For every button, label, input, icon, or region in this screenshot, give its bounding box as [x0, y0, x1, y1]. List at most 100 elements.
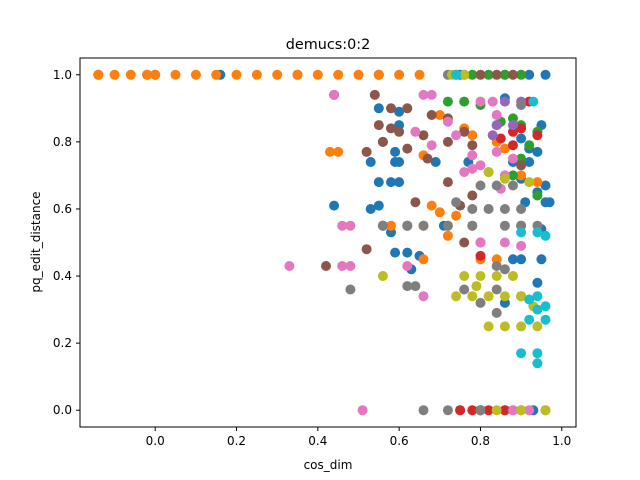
y-tick-label: 1.0: [53, 68, 72, 82]
data-point: [516, 69, 527, 80]
data-point: [491, 180, 502, 191]
data-point: [516, 291, 527, 302]
data-point: [483, 204, 494, 214]
data-point: [345, 284, 356, 295]
data-point: [442, 96, 453, 107]
data-point: [451, 210, 462, 221]
data-point: [540, 405, 551, 416]
data-point: [459, 69, 470, 80]
data-point: [442, 136, 453, 147]
data-point: [524, 177, 535, 188]
data-point: [337, 261, 348, 271]
data-point: [487, 96, 498, 107]
data-point: [508, 180, 518, 191]
data-point: [321, 261, 331, 271]
data-point: [467, 163, 478, 174]
data-points: [93, 69, 555, 416]
data-point: [540, 230, 551, 241]
data-point: [528, 96, 539, 107]
data-point: [508, 405, 518, 416]
data-point: [532, 277, 543, 288]
data-point: [410, 197, 421, 208]
data-point: [190, 69, 201, 80]
data-point: [402, 220, 413, 231]
data-point: [125, 69, 136, 80]
data-point: [386, 123, 396, 134]
data-point: [524, 314, 535, 325]
data-point: [150, 69, 161, 80]
data-point: [516, 100, 527, 110]
data-point: [499, 204, 510, 214]
data-point: [402, 103, 413, 114]
data-point: [414, 69, 425, 80]
data-point: [251, 69, 262, 80]
y-tick-label: 0.2: [53, 336, 72, 350]
data-point: [475, 69, 486, 80]
data-point: [418, 130, 429, 141]
data-point: [491, 405, 502, 416]
data-point: [426, 140, 437, 151]
data-point: [422, 153, 433, 164]
data-point: [467, 405, 478, 416]
data-point: [532, 146, 543, 157]
data-point: [499, 173, 510, 184]
data-point: [491, 307, 502, 318]
data-point: [170, 69, 181, 80]
data-point: [524, 294, 535, 305]
data-point: [467, 130, 478, 141]
data-point: [430, 157, 441, 167]
data-point: [418, 254, 429, 265]
data-point: [312, 69, 323, 80]
data-point: [483, 321, 494, 332]
data-point: [508, 170, 518, 181]
series-6: [284, 89, 535, 416]
data-point: [516, 240, 527, 251]
data-point: [499, 237, 510, 248]
data-point: [394, 126, 405, 137]
data-point: [377, 136, 388, 147]
data-point: [475, 96, 486, 107]
data-point: [365, 204, 376, 214]
x-tick-label: 0.8: [471, 434, 490, 448]
data-point: [508, 254, 518, 265]
data-point: [491, 284, 502, 295]
data-point: [394, 177, 405, 188]
data-point: [325, 146, 335, 157]
data-point: [467, 69, 478, 80]
data-point: [487, 130, 498, 141]
data-point: [357, 405, 368, 416]
series-3: [455, 96, 543, 416]
x-axis: 0.0 0.2 0.4 0.6 0.8 1.0: [146, 427, 571, 448]
data-point: [491, 146, 502, 157]
data-point: [426, 89, 437, 100]
data-point: [410, 126, 421, 137]
data-point: [499, 69, 510, 80]
data-point: [483, 167, 494, 178]
data-point: [532, 190, 543, 201]
data-point: [532, 227, 543, 238]
data-point: [459, 96, 470, 107]
data-point: [499, 143, 510, 154]
data-point: [402, 143, 413, 154]
data-point: [475, 180, 486, 191]
data-point: [442, 116, 453, 127]
data-point: [467, 220, 478, 231]
data-point: [434, 207, 445, 218]
data-point: [292, 69, 303, 80]
data-point: [211, 69, 222, 80]
data-point: [337, 220, 348, 231]
data-point: [508, 153, 518, 164]
data-point: [394, 157, 405, 167]
data-point: [434, 110, 445, 120]
data-point: [361, 146, 372, 157]
data-point: [455, 405, 466, 416]
data-point: [459, 167, 470, 178]
data-point: [402, 261, 413, 271]
data-point: [516, 227, 527, 238]
data-point: [459, 284, 470, 295]
x-tick-label: 0.6: [390, 434, 409, 448]
data-point: [491, 261, 502, 271]
data-point: [451, 69, 462, 80]
data-point: [508, 140, 518, 151]
